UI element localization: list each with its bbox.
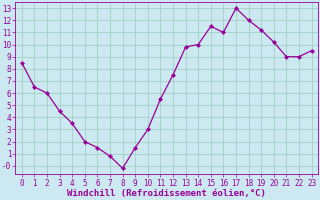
X-axis label: Windchill (Refroidissement éolien,°C): Windchill (Refroidissement éolien,°C) — [67, 189, 266, 198]
